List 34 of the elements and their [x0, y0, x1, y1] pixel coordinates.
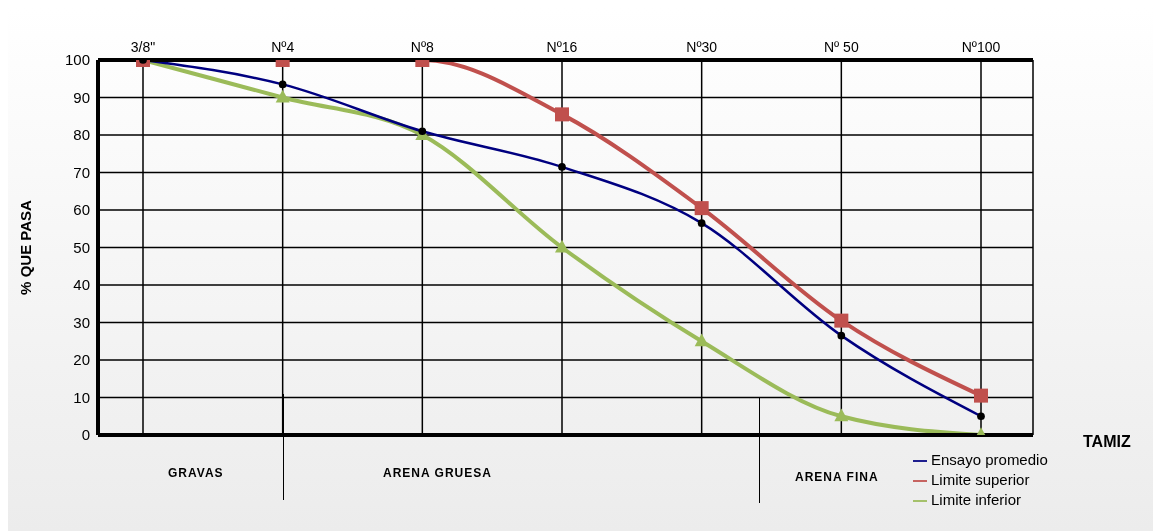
y-tick-label: 10 [73, 388, 90, 406]
y-tick-label: 40 [73, 276, 90, 294]
point [275, 89, 290, 103]
point [555, 239, 569, 253]
point [974, 388, 988, 403]
text: GRAVAS [168, 466, 224, 480]
point [694, 201, 709, 216]
x-tick-label: Nº 50 [823, 39, 859, 55]
y-tick-label: 70 [73, 163, 90, 181]
point [694, 333, 709, 347]
point [834, 313, 849, 328]
y-tick-label: 0 [81, 426, 90, 444]
x-axis-title: TAMIZ [1083, 433, 1131, 451]
y-tick-label: 20 [73, 351, 90, 369]
x-tick-label: Nº16 [546, 39, 578, 55]
text: ARENA GRUESA [383, 466, 492, 480]
y-tick-label: 50 [73, 238, 90, 256]
legend-label: Limite superior [931, 471, 1030, 488]
y-tick-label: 100 [64, 51, 90, 69]
x-tick-label: Nº8 [410, 39, 435, 55]
legend-label: Ensayo promedio [931, 451, 1048, 468]
y-tick-label: 60 [73, 201, 90, 219]
x-tick-label: Nº100 [961, 39, 1001, 55]
point [834, 408, 849, 422]
y-tick-label: 90 [73, 88, 90, 106]
y-axis-title: % QUE PASA [17, 199, 35, 295]
x-tick-label: Nº30 [686, 39, 718, 55]
x-tick-label: Nº4 [271, 39, 295, 55]
point [555, 107, 569, 122]
text: ARENA FINA [795, 470, 879, 484]
y-tick-label: 30 [73, 313, 90, 331]
y-tick-label: 80 [73, 126, 90, 144]
x-tick-label: 3/8" [130, 39, 156, 55]
legend-label: Limite inferior [931, 491, 1022, 508]
